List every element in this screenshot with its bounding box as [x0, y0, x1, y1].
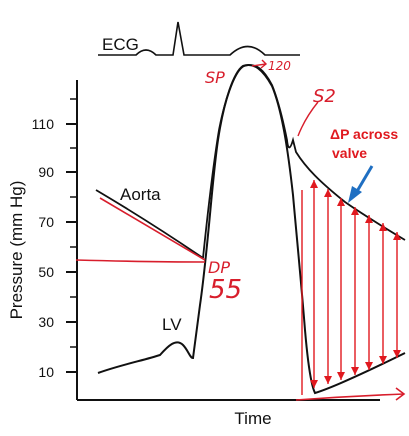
sp-arrowhead — [260, 59, 268, 69]
axes — [66, 80, 380, 401]
delta-p-arrow — [324, 189, 332, 384]
y-minor-ticks — [70, 98, 77, 348]
delta-p-arrows — [301, 180, 401, 395]
y-axis-label: Pressure (mm Hg) — [7, 181, 26, 320]
handwritten-annotations — [75, 59, 406, 401]
sp-arrow — [251, 63, 267, 67]
delta-p-arrow — [337, 198, 345, 380]
aorta-curve — [202, 64, 406, 259]
dp-level-line — [75, 259, 206, 263]
x-axis-label: Time — [234, 409, 271, 428]
dp-annotation: DP — [208, 258, 230, 277]
delta-p-arrow — [379, 223, 387, 364]
dp-value-annotation: 55 — [209, 275, 242, 305]
delta-p-label-line1: ΔP across — [330, 126, 398, 142]
y-tick-label: 10 — [38, 364, 54, 380]
y-tick-label: 30 — [38, 314, 54, 330]
y-tick-label: 90 — [38, 164, 54, 180]
y-tick-labels: 110 90 70 50 30 10 — [32, 116, 55, 380]
delta-p-label-line2: valve — [332, 145, 367, 161]
bottom-arrowhead — [395, 387, 406, 401]
aorta-label: Aorta — [120, 185, 161, 204]
delta-p-arrow — [365, 215, 373, 370]
aorta-trace-annotation — [99, 197, 206, 261]
lv-label: LV — [162, 315, 182, 334]
y-tick-label: 50 — [38, 264, 54, 280]
s2-annotation: S2 — [313, 86, 336, 107]
aorta-curve-early — [95, 189, 204, 259]
bottom-arrow-line — [295, 393, 405, 401]
pressure-curves — [95, 64, 406, 395]
ecg-trace — [98, 21, 300, 56]
lv-curve — [97, 64, 406, 395]
s2-pointer — [297, 101, 319, 137]
delta-p-arrow — [351, 207, 359, 375]
sp-annotation: SP — [205, 68, 225, 87]
ecg-label: ECG — [102, 35, 139, 54]
delta-p-arrow — [393, 232, 401, 358]
blue-arrow — [348, 165, 374, 203]
y-tick-label: 70 — [38, 214, 54, 230]
y-tick-label: 110 — [32, 116, 55, 132]
sp-value-annotation: 120 — [268, 59, 291, 73]
delta-p-arrow — [310, 180, 318, 388]
